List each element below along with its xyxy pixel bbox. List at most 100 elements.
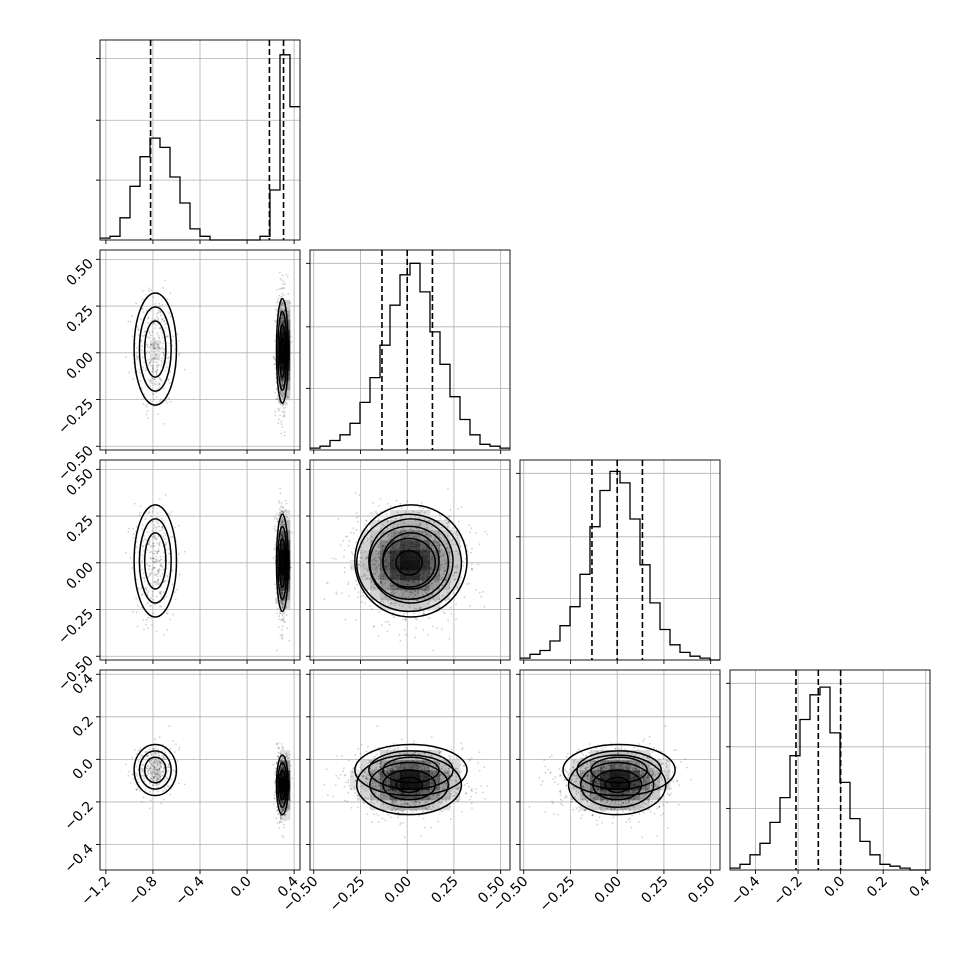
scatter-panel-3-1-point bbox=[273, 557, 275, 559]
scatter-panel-2-1-point bbox=[147, 351, 149, 353]
scatter-panel-3-2-point bbox=[423, 549, 425, 551]
scatter-panel-2-1-point bbox=[291, 341, 293, 343]
scatter-panel-3-2-point bbox=[416, 608, 418, 610]
scatter-panel-3-1-point bbox=[128, 528, 130, 530]
scatter-panel-3-1-point bbox=[149, 511, 151, 513]
scatter-panel-3-2-point bbox=[431, 556, 433, 558]
scatter-panel-2-1-point bbox=[156, 392, 158, 394]
scatter-panel-3-2-point bbox=[443, 538, 445, 540]
scatter-panel-4-1-point bbox=[162, 755, 164, 757]
scatter-panel-3-2-point bbox=[399, 559, 401, 561]
scatter-panel-3-2-point bbox=[342, 540, 344, 542]
scatter-panel-3-2-point bbox=[409, 558, 411, 560]
scatter-panel-4-1-point bbox=[157, 791, 159, 793]
scatter-panel-3-2-point bbox=[409, 554, 411, 556]
scatter-panel-3-2-point bbox=[416, 541, 418, 543]
scatter-panel-3-2-point bbox=[430, 562, 432, 564]
scatter-panel-3-1-point bbox=[281, 543, 283, 545]
scatter-panel-3-2-point bbox=[429, 573, 431, 575]
scatter-panel-3-2-point bbox=[350, 532, 352, 534]
scatter-panel-3-2-point bbox=[414, 546, 416, 548]
scatter-panel-2-1-point bbox=[154, 338, 156, 340]
scatter-panel-3-2-point bbox=[407, 540, 409, 542]
scatter-panel-3-2-point bbox=[452, 592, 454, 594]
scatter-panel-3-1-point bbox=[147, 602, 149, 604]
scatter-panel-3-2-point bbox=[424, 531, 426, 533]
scatter-panel-2-1-point bbox=[162, 343, 164, 345]
scatter-panel-4-1-point bbox=[158, 754, 160, 756]
scatter-panel-2-1-point bbox=[149, 346, 151, 348]
scatter-panel-3-2-point bbox=[378, 518, 380, 520]
scatter-panel-3-2-point bbox=[394, 534, 396, 536]
scatter-panel-3-2-point bbox=[425, 567, 427, 569]
scatter-panel-3-1-point bbox=[289, 557, 291, 559]
scatter-panel-2-1-point bbox=[281, 394, 283, 396]
scatter-panel-3-1-point bbox=[276, 518, 278, 520]
scatter-panel-3-2-point bbox=[455, 550, 457, 552]
scatter-panel-3-2-point bbox=[395, 550, 397, 552]
scatter-panel-2-1-point bbox=[149, 333, 151, 335]
scatter-panel-2-1-point bbox=[142, 299, 144, 301]
scatter-panel-4-1-point bbox=[150, 800, 152, 802]
scatter-panel-4-1-point bbox=[179, 747, 181, 749]
scatter-panel-3-2-point bbox=[443, 567, 445, 569]
scatter-panel-3-2-point bbox=[414, 637, 416, 639]
scatter-panel-2-1-point bbox=[274, 411, 276, 413]
scatter-panel-3-1-point bbox=[161, 518, 163, 520]
scatter-panel-2-1-point bbox=[276, 289, 278, 291]
scatter-panel-3-2-point bbox=[363, 573, 365, 575]
scatter-panel-2-1-point bbox=[159, 306, 161, 308]
scatter-panel-2-1-point bbox=[184, 369, 186, 371]
scatter-panel-2-1-point bbox=[153, 348, 155, 350]
scatter-panel-3-2-point bbox=[418, 581, 420, 583]
scatter-panel-2-1-point bbox=[275, 321, 277, 323]
scatter-panel-3-2-point bbox=[391, 578, 393, 580]
scatter-panel-3-2-point bbox=[442, 595, 444, 597]
scatter-panel-3-1-point bbox=[156, 542, 158, 544]
scatter-panel-3-2-point bbox=[435, 576, 437, 578]
scatter-panel-3-2-point bbox=[397, 580, 399, 582]
scatter-panel-3-2-point bbox=[389, 567, 391, 569]
scatter-panel-3-1-point bbox=[159, 530, 161, 532]
scatter-panel-2-1-point bbox=[152, 378, 154, 380]
scatter-panel-2-1-point bbox=[143, 361, 145, 363]
scatter-panel-3-1-point bbox=[172, 536, 174, 538]
scatter-panel-4-1-point bbox=[281, 743, 283, 745]
scatter-panel-3-2-point bbox=[450, 530, 452, 532]
scatter-panel-2-1-point bbox=[281, 304, 283, 306]
scatter-panel-3-1-point bbox=[164, 580, 166, 582]
scatter-panel-3-2-point bbox=[356, 517, 358, 519]
scatter-panel-3-2-point bbox=[386, 541, 388, 543]
scatter-panel-3-1-point bbox=[160, 559, 162, 561]
scatter-panel-4-1-point bbox=[131, 757, 133, 759]
scatter-panel-2-1-point bbox=[152, 296, 154, 298]
scatter-panel-3-2-point bbox=[407, 534, 409, 536]
scatter-panel-3-1-point bbox=[142, 593, 144, 595]
scatter-panel-2-1-point bbox=[283, 410, 285, 412]
scatter-panel-3-2-point bbox=[418, 535, 420, 537]
scatter-panel-3-1-point bbox=[282, 511, 284, 513]
scatter-panel-3-1-point bbox=[178, 525, 180, 527]
scatter-panel-3-1-point bbox=[156, 551, 158, 553]
scatter-panel-2-1-point bbox=[152, 343, 154, 345]
scatter-panel-3-2-point bbox=[439, 533, 441, 535]
scatter-panel-3-2-point bbox=[422, 573, 424, 575]
scatter-panel-4-1-point bbox=[157, 771, 159, 773]
scatter-panel-3-2-point bbox=[404, 540, 406, 542]
scatter-panel-4-1-point bbox=[153, 790, 155, 792]
scatter-panel-3-2-point bbox=[338, 518, 340, 520]
scatter-panel-3-2-point bbox=[445, 519, 447, 521]
scatter-panel-3-2-point bbox=[394, 539, 396, 541]
scatter-panel-3-1-point bbox=[158, 526, 160, 528]
scatter-panel-3-2-point bbox=[431, 545, 433, 547]
scatter-panel-3-1-point bbox=[127, 531, 129, 533]
scatter-panel-3-2-point bbox=[355, 619, 357, 621]
scatter-panel-4-1-point bbox=[135, 766, 137, 768]
scatter-panel-3-1-point bbox=[156, 527, 158, 529]
scatter-panel-2-1-point bbox=[158, 337, 160, 339]
scatter-panel-3-1-point bbox=[177, 589, 179, 591]
scatter-panel-3-1-point bbox=[158, 561, 160, 563]
scatter-panel-3-2-point bbox=[415, 544, 417, 546]
scatter-panel-2-1-point bbox=[164, 280, 166, 282]
scatter-panel-2-1-point bbox=[283, 287, 285, 289]
